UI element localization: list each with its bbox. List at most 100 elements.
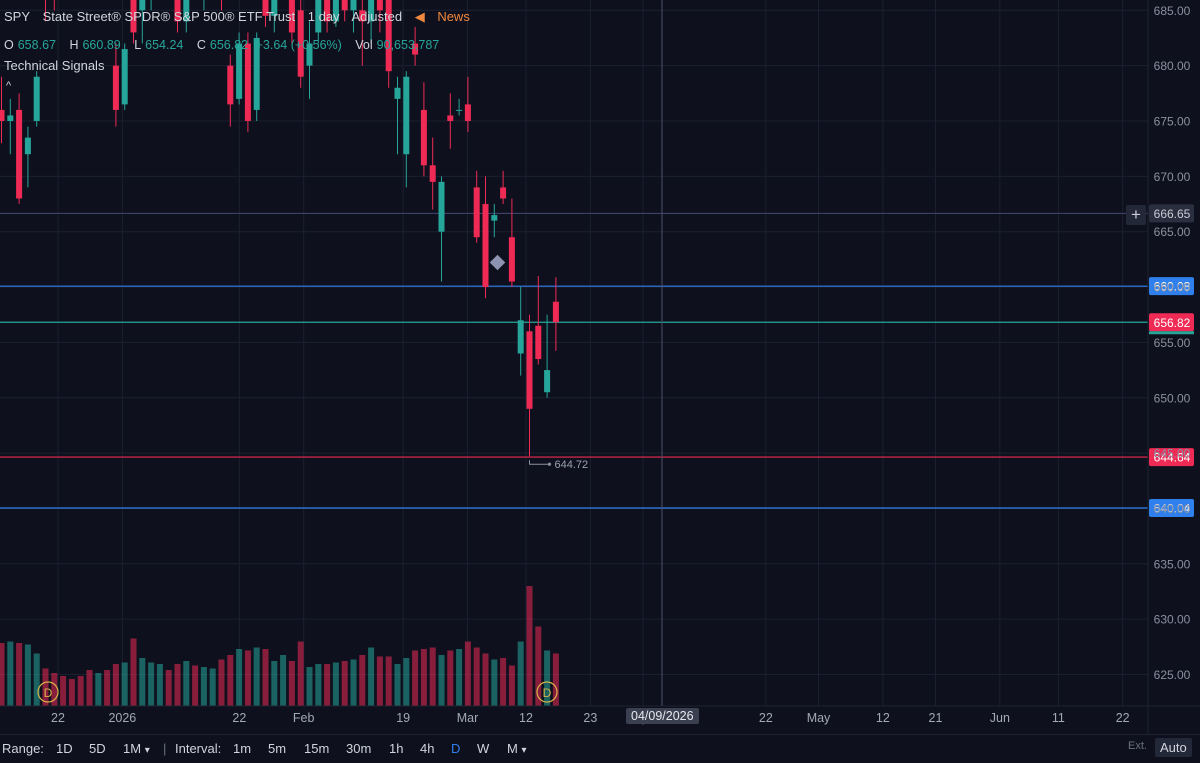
candle-body[interactable] [412, 43, 419, 55]
volume-bar [526, 586, 533, 706]
adjusted-label[interactable]: Adjusted [351, 9, 403, 24]
candle-body[interactable] [456, 109, 463, 111]
volume-bar [183, 661, 190, 706]
candle-body[interactable] [544, 370, 551, 393]
symbol[interactable]: SPY [4, 9, 31, 24]
y-tick-label: 640.00 [1154, 502, 1191, 516]
candle-body[interactable] [174, 0, 181, 22]
candle-body[interactable] [288, 0, 295, 33]
candle-body[interactable] [517, 320, 524, 354]
low-label: L [134, 38, 142, 52]
candle-body[interactable] [24, 137, 31, 155]
candle-body[interactable] [130, 0, 137, 33]
collapse-caret-icon[interactable]: ^ [6, 80, 12, 92]
bottom-toolbar: Range: 1D 5D 1M ▾ | Interval: 1m 5m 15m … [0, 734, 1200, 763]
y-tick-label: 660.00 [1154, 281, 1191, 295]
candle-body[interactable] [227, 65, 234, 105]
interval-4h[interactable]: 4h [420, 741, 435, 756]
candle-body[interactable] [139, 0, 146, 11]
candle-body[interactable] [473, 187, 480, 238]
candle-body[interactable] [183, 0, 190, 22]
dividend-marker-icon[interactable] [536, 681, 558, 703]
dividend-marker-icon[interactable] [37, 681, 59, 703]
extended-hours-toggle[interactable]: Ext. [1128, 740, 1147, 752]
candle-body[interactable] [7, 115, 14, 121]
candle-body[interactable] [491, 215, 498, 221]
candle-body[interactable] [16, 109, 23, 199]
volume-bar [438, 655, 445, 706]
candle-body[interactable] [482, 204, 489, 288]
interval-w[interactable]: W [477, 741, 490, 756]
interval-1h[interactable]: 1h [389, 741, 404, 756]
y-tick-label: 625.00 [1154, 668, 1191, 682]
candle-body[interactable] [244, 43, 251, 122]
interval-30m[interactable]: 30m [346, 741, 372, 756]
candle-body[interactable] [500, 187, 507, 199]
candle-body[interactable] [368, 0, 375, 22]
volume-label: Vol [355, 38, 373, 52]
candle-body[interactable] [447, 115, 454, 121]
interval-m[interactable]: M ▾ [507, 741, 527, 756]
volume-bar [332, 662, 339, 706]
candle-body[interactable] [394, 87, 401, 99]
volume-bar [200, 667, 207, 706]
volume-bar [77, 676, 84, 706]
volume-bar [271, 661, 278, 706]
volume-bar [517, 641, 524, 706]
candle-body[interactable] [271, 0, 278, 16]
candle-body[interactable] [315, 0, 322, 33]
candle-body[interactable] [112, 65, 119, 110]
candle-body[interactable] [262, 0, 269, 16]
high-label: H [69, 38, 79, 52]
interval-label[interactable]: 1 day [307, 9, 340, 24]
candle-body[interactable] [350, 0, 357, 11]
signal-diamond-icon[interactable] [489, 254, 506, 271]
indicator-name[interactable]: Technical Signals [4, 58, 105, 73]
candle-body[interactable] [306, 43, 313, 66]
volume-bar [306, 667, 313, 706]
candle-body[interactable] [464, 104, 471, 121]
volume-bar [192, 665, 199, 706]
range-1m[interactable]: 1M ▾ [123, 741, 150, 756]
candle-body[interactable] [526, 331, 533, 409]
volume-bar [464, 641, 471, 706]
interval-1m[interactable]: 1m [233, 741, 252, 756]
candle-body[interactable] [420, 109, 427, 166]
candle-body[interactable] [359, 10, 366, 22]
y-tick-label: 665.00 [1154, 225, 1191, 239]
candle-body[interactable] [0, 109, 5, 121]
candle-body[interactable] [429, 165, 436, 182]
dividend-marker-label: D [44, 686, 53, 700]
candle-body[interactable] [438, 181, 445, 232]
candle-body[interactable] [341, 0, 348, 11]
candle-body[interactable] [236, 43, 243, 99]
candle-body[interactable] [297, 10, 304, 77]
candle-body[interactable] [552, 301, 559, 323]
candle-body[interactable] [535, 325, 542, 360]
price-tag [1149, 448, 1194, 467]
volume-bar [218, 659, 225, 706]
add-price-line-button[interactable]: + [1126, 205, 1146, 225]
y-tick-label: 670.00 [1154, 170, 1191, 184]
auto-scale-button[interactable]: Auto [1155, 738, 1192, 757]
candle-body[interactable] [403, 76, 410, 155]
range-5d[interactable]: 5D [89, 741, 106, 756]
candle-body[interactable] [376, 0, 383, 11]
interval-5m[interactable]: 5m [268, 741, 287, 756]
range-1d[interactable]: 1D [56, 741, 73, 756]
candle-body[interactable] [385, 0, 392, 72]
interval-d[interactable]: D [451, 741, 461, 756]
interval-15m[interactable]: 15m [304, 741, 330, 756]
candle-body[interactable] [332, 0, 339, 22]
candle-body[interactable] [121, 49, 128, 105]
news-link[interactable]: ◀ News [415, 9, 479, 24]
candle-body[interactable] [508, 237, 515, 282]
candle-body[interactable] [253, 37, 260, 110]
volume-bar [60, 676, 67, 706]
volume-bar [456, 649, 463, 706]
x-tick-label: Feb [293, 711, 315, 725]
candle-body[interactable] [33, 76, 40, 121]
open-value: 658.67 [17, 38, 56, 52]
candle-body[interactable] [324, 0, 331, 22]
